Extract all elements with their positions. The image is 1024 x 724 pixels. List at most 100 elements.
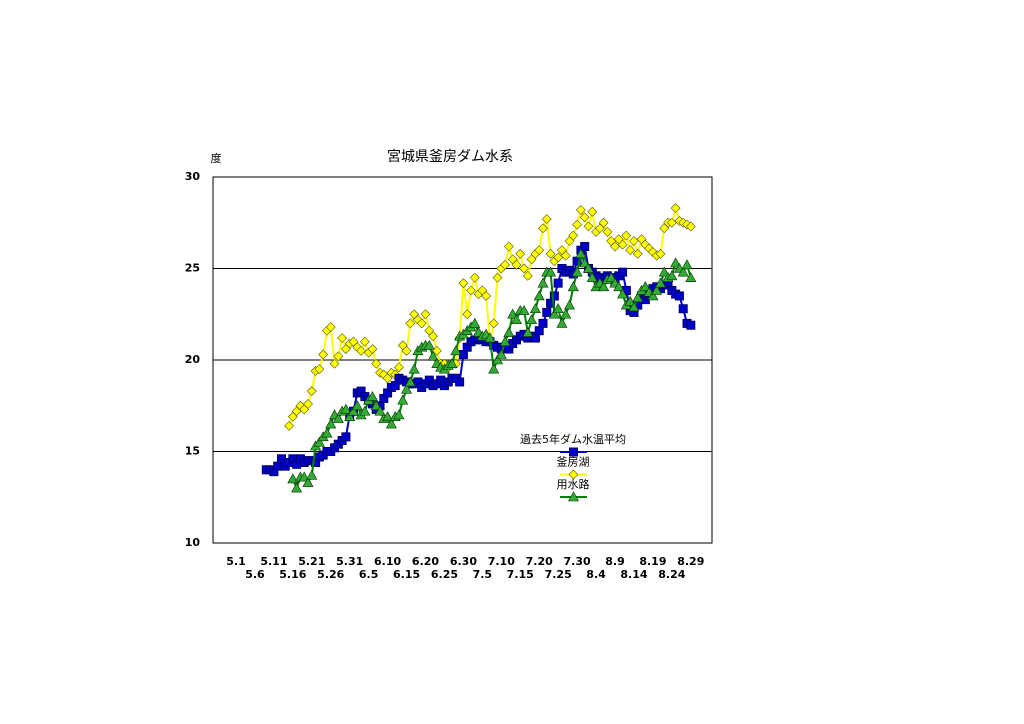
marker-diamond: [371, 358, 382, 369]
x-tick-label: 7.25: [545, 568, 572, 581]
marker-triangle: [325, 418, 337, 429]
x-tick-label: 5.6: [245, 568, 265, 581]
marker-square: [341, 432, 351, 442]
marker-diamond: [617, 239, 628, 250]
marker-square: [569, 447, 578, 457]
marker-triangle: [605, 272, 617, 282]
marker-diamond: [329, 358, 340, 369]
marker-square: [276, 454, 286, 464]
marker-diamond: [420, 309, 431, 320]
marker-diamond: [632, 248, 643, 259]
marker-diamond: [538, 223, 548, 234]
marker-diamond: [488, 318, 499, 329]
y-tick-label: 15: [185, 445, 200, 458]
y-tick-label: 10: [185, 536, 201, 549]
marker-diamond: [545, 248, 556, 259]
marker-triangle: [495, 348, 507, 359]
marker-triangle: [446, 358, 458, 368]
marker-triangle: [639, 281, 651, 292]
marker-triangle: [340, 403, 352, 414]
marker-diamond: [572, 219, 583, 230]
marker-triangle: [647, 290, 659, 301]
x-tick-label: 6.30: [450, 555, 477, 568]
marker-diamond: [602, 226, 613, 237]
marker-triangle: [681, 259, 693, 270]
marker-triangle: [579, 257, 591, 268]
marker-diamond: [337, 333, 348, 343]
marker-diamond: [306, 386, 317, 397]
marker-diamond: [492, 272, 503, 283]
marker-triangle: [366, 390, 378, 401]
marker-diamond: [367, 344, 378, 354]
marker-triangle: [537, 277, 549, 288]
marker-diamond: [560, 250, 571, 261]
marker-triangle: [370, 400, 382, 411]
marker-triangle: [313, 436, 325, 447]
marker-diamond: [519, 263, 529, 274]
marker-square: [553, 278, 563, 288]
marker-triangle: [526, 314, 538, 325]
x-tick-label: 5.21: [298, 555, 325, 568]
marker-triangle: [488, 363, 500, 374]
marker-square: [534, 326, 544, 336]
x-tick-label: 8.4: [586, 568, 606, 581]
x-tick-label: 5.26: [317, 568, 344, 581]
legend-label: 過去5年ダム水温平均: [520, 432, 626, 446]
marker-triangle: [385, 418, 397, 429]
marker-square: [538, 318, 548, 328]
y-axis-label: 度: [211, 151, 222, 165]
marker-square: [678, 304, 688, 314]
marker-triangle: [347, 405, 359, 416]
marker-triangle: [522, 326, 534, 337]
marker-triangle: [499, 336, 511, 347]
marker-triangle: [552, 303, 564, 314]
marker-diamond: [428, 331, 439, 342]
marker-triangle: [677, 266, 689, 277]
marker-triangle: [401, 383, 413, 394]
marker-triangle: [613, 281, 625, 292]
marker-triangle: [321, 427, 333, 438]
marker-triangle: [374, 405, 386, 416]
legend-label: 釜房湖: [557, 455, 590, 469]
marker-diamond: [670, 203, 681, 214]
marker-diamond: [621, 230, 632, 241]
marker-diamond: [356, 345, 366, 356]
x-tick-label: 5.1: [226, 555, 246, 568]
marker-diamond: [568, 230, 579, 241]
marker-triangle: [344, 411, 356, 422]
marker-triangle: [427, 350, 439, 361]
x-tick-label: 8.19: [639, 555, 666, 568]
x-tick-label: 7.15: [507, 568, 534, 581]
x-tick-label: 7.20: [526, 555, 553, 568]
x-tick-label: 8.24: [658, 568, 685, 581]
marker-diamond: [575, 205, 586, 215]
x-tick-label: 6.25: [431, 568, 458, 581]
marker-triangle: [586, 272, 598, 282]
marker-triangle: [382, 411, 394, 422]
marker-triangle: [518, 304, 530, 315]
marker-triangle: [582, 262, 594, 273]
marker-triangle: [598, 281, 610, 292]
marker-square: [674, 291, 684, 301]
marker-triangle: [624, 295, 636, 306]
marker-diamond: [655, 248, 666, 259]
y-tick-label: 25: [185, 262, 200, 275]
x-tick-label: 7.10: [488, 555, 515, 568]
x-tick-label: 8.14: [620, 568, 647, 581]
marker-triangle: [306, 469, 318, 480]
marker-square: [542, 307, 552, 317]
marker-square: [580, 242, 590, 252]
marker-square: [455, 377, 465, 387]
x-tick-label: 5.11: [260, 555, 287, 568]
marker-triangle: [545, 266, 557, 277]
marker-diamond: [405, 318, 416, 329]
marker-triangle: [617, 288, 629, 299]
marker-square: [390, 381, 400, 391]
marker-triangle: [510, 314, 522, 325]
marker-diamond: [333, 351, 344, 362]
legend-label: 用水路: [557, 478, 590, 491]
chart-title: 宮城県釜房ダム水系: [387, 149, 513, 165]
marker-diamond: [534, 245, 545, 256]
x-tick-label: 5.31: [336, 555, 363, 568]
